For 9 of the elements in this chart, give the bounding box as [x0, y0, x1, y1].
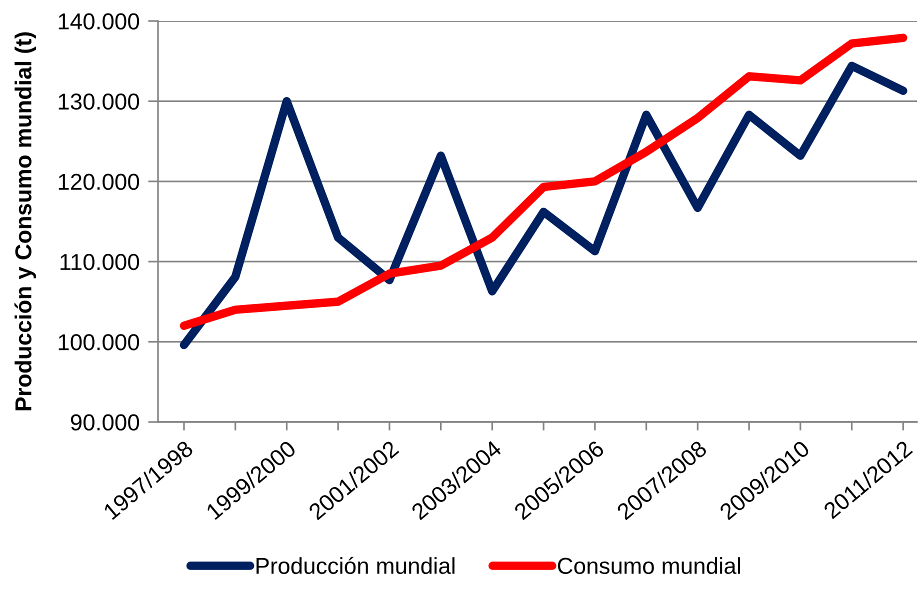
y-tick-label: 110.000: [60, 254, 140, 270]
y-tick-label: 90.000: [70, 414, 140, 431]
y-axis-title: Producción y Consumo mundial (t): [14, 32, 36, 410]
legend-label: Consumo mundial: [558, 557, 740, 574]
y-tick-label: 120.000: [58, 174, 140, 190]
y-tick-label: 130.000: [58, 94, 140, 110]
legend-label: Producción mundial: [256, 556, 454, 574]
y-tick-label: 100.000: [58, 334, 140, 350]
y-tick-label: 140.000: [58, 13, 140, 30]
